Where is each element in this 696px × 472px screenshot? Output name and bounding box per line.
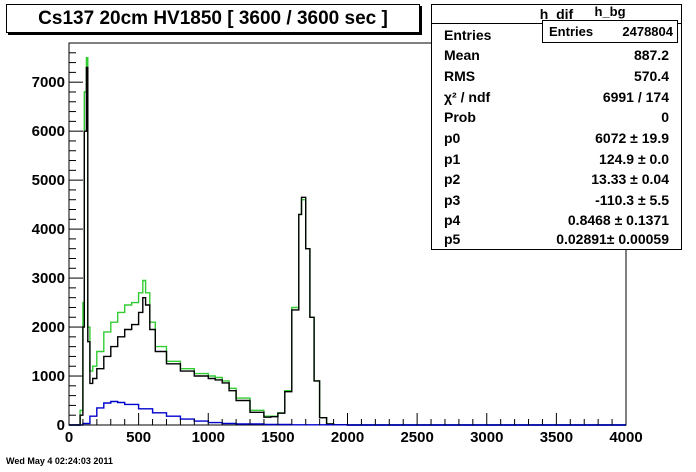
y-tick-label: 6000 <box>32 123 65 140</box>
stats-key: p4 <box>444 212 461 228</box>
x-tick-label: 3500 <box>540 429 573 446</box>
stats-row-mean: Mean 887.2 <box>444 45 669 65</box>
y-tick-label: 1000 <box>32 368 65 385</box>
stats-value: -110.3 ± 5.5 <box>595 192 669 208</box>
stats-value: 570.4 <box>633 68 669 84</box>
stats-value: 0.8468 ± 0.1371 <box>567 212 669 228</box>
stats-key: p5 <box>444 231 461 247</box>
y-tick-label: 0 <box>57 417 65 434</box>
x-tick-label: 0 <box>65 429 73 446</box>
series-line-black <box>69 66 626 426</box>
bg-stats-value: 2478804 <box>622 24 673 39</box>
y-tick-label: 2000 <box>32 319 65 336</box>
stats-value: 124.9 ± 0.0 <box>599 151 669 167</box>
bg-stats-panel: h_bg Entries 2478804 <box>542 4 678 43</box>
stats-value: 0 <box>661 109 669 125</box>
timestamp: Wed May 4 02:24:03 2011 <box>6 456 113 466</box>
bg-stats-key: Entries <box>549 24 594 39</box>
stats-value: 13.33 ± 0.04 <box>591 171 669 187</box>
y-tick-label: 5000 <box>32 172 65 189</box>
stats-key: Mean <box>444 47 480 63</box>
y-axis: 0 1000 2000 3000 4000 5000 6000 7000 <box>32 42 83 434</box>
stats-key: p0 <box>444 130 461 146</box>
x-tick-label: 2000 <box>331 429 364 446</box>
y-tick-label: 7000 <box>32 74 65 91</box>
stats-key: p3 <box>444 192 461 208</box>
stats-row-p3: p3 -110.3 ± 5.5 <box>444 190 669 210</box>
x-tick-label: 2500 <box>400 429 433 446</box>
x-tick-label: 4000 <box>609 429 642 446</box>
stats-value: 6991 / 174 <box>602 89 669 105</box>
y-tick-label: 4000 <box>32 221 65 238</box>
x-tick-label: 500 <box>126 429 151 446</box>
y-tick-label: 3000 <box>32 270 65 287</box>
x-axis: 0 500 1000 1500 2000 2500 3000 3500 4000 <box>65 413 643 446</box>
stats-row-chi2: χ² / ndf 6991 / 174 <box>444 87 669 107</box>
bg-stats-name: h_bg <box>594 4 626 19</box>
stats-key: Entries <box>444 27 492 43</box>
x-tick-label: 3000 <box>470 429 503 446</box>
stats-key: RMS <box>444 68 476 84</box>
stats-value: 0.02891± 0.00059 <box>556 231 669 247</box>
stats-row-p5: p5 0.02891± 0.00059 <box>444 229 669 249</box>
stats-row-p0: p0 6072 ± 19.9 <box>444 128 669 148</box>
x-tick-label: 1000 <box>192 429 225 446</box>
stats-value: 6072 ± 19.9 <box>595 130 669 146</box>
stats-row-p4: p4 0.8468 ± 0.1371 <box>444 210 669 230</box>
stats-key: χ² / ndf <box>444 89 491 105</box>
stats-row-rms: RMS 570.4 <box>444 66 669 86</box>
x-tick-label: 1500 <box>261 429 294 446</box>
plot-title: Cs137 20cm HV1850 [ 3600 / 3600 sec ] <box>6 4 420 33</box>
stats-key: p1 <box>444 151 461 167</box>
stats-row-p2: p2 13.33 ± 0.04 <box>444 169 669 189</box>
stats-key: Prob <box>444 109 476 125</box>
stats-row-prob: Prob 0 <box>444 107 669 127</box>
stats-row-p1: p1 124.9 ± 0.0 <box>444 149 669 169</box>
stats-value: 887.2 <box>633 47 669 63</box>
stats-key: p2 <box>444 171 461 187</box>
